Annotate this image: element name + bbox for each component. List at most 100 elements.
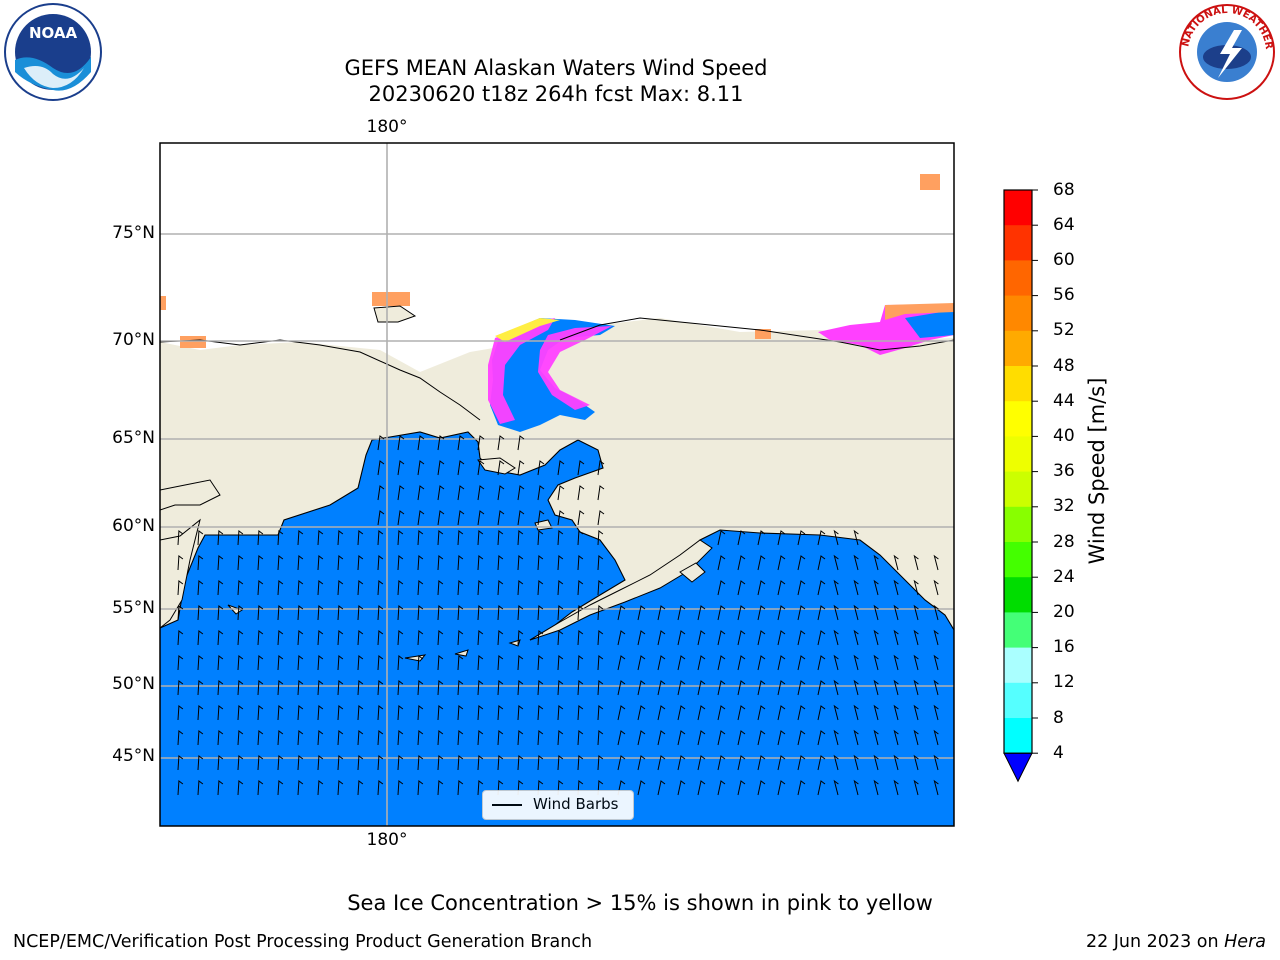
cb-tick-52: 52	[1053, 320, 1075, 340]
wind-barb	[337, 605, 344, 621]
wind-barb	[237, 530, 244, 546]
wind-barb	[657, 630, 666, 646]
wind-barb	[317, 680, 324, 696]
wind-barb	[817, 555, 826, 571]
wind-barb	[893, 704, 899, 721]
wind-barb	[337, 780, 344, 796]
wind-barb	[777, 580, 786, 596]
wind-barb	[277, 555, 284, 571]
wind-barb	[597, 605, 604, 621]
wind-barb	[853, 654, 859, 671]
wind-barb	[177, 580, 184, 596]
cb-tick-44: 44	[1053, 391, 1075, 411]
wind-barb	[217, 680, 224, 696]
wind-barb	[337, 755, 344, 771]
wind-barb	[717, 780, 726, 796]
wind-barb	[893, 604, 899, 621]
wind-barb	[417, 630, 424, 646]
wind-barb	[457, 580, 464, 596]
wind-barb	[817, 630, 826, 646]
wind-barb	[497, 555, 504, 571]
wind-barb	[933, 604, 939, 621]
wind-barb	[833, 779, 839, 796]
wind-barb	[873, 629, 879, 646]
wind-barb	[577, 555, 584, 571]
wind-barb	[177, 630, 184, 646]
wind-barb	[397, 730, 404, 746]
wind-barb	[757, 680, 766, 696]
wind-barb	[933, 679, 939, 696]
lat-label-50: 50°N	[112, 674, 155, 694]
wind-barb	[257, 680, 264, 696]
wind-barb	[537, 755, 544, 771]
wind-barb	[417, 580, 424, 596]
wind-barb	[397, 510, 405, 526]
wind-barb	[777, 555, 786, 571]
wind-barb	[317, 730, 324, 746]
wind-barb	[797, 555, 806, 571]
wind-barb	[757, 705, 766, 721]
wind-barb	[177, 755, 184, 771]
wind-barb	[437, 705, 444, 721]
wind-barb	[477, 510, 485, 526]
wind-barb	[297, 705, 304, 721]
colorbar-segment	[1004, 506, 1032, 543]
wind-barb	[777, 755, 786, 771]
footer-machine: Hera	[1224, 932, 1266, 952]
wind-barb	[697, 705, 706, 721]
cb-tick-12: 12	[1053, 672, 1075, 692]
wind-barb	[477, 655, 484, 671]
sea-ice-wrangel	[372, 292, 410, 306]
wind-barb	[933, 554, 939, 571]
wind-barb	[557, 630, 564, 646]
wind-barb	[497, 435, 505, 451]
wind-barb	[217, 655, 224, 671]
wind-barb	[397, 530, 404, 546]
wind-barb	[657, 680, 666, 696]
wind-barb	[397, 680, 404, 696]
wind-barb	[477, 555, 484, 571]
wind-barb	[853, 679, 859, 696]
wind-barb	[237, 705, 244, 721]
lat-label-60: 60°N	[112, 516, 155, 536]
wind-barb	[737, 780, 746, 796]
wind-barb	[517, 705, 524, 721]
wind-barb	[797, 755, 806, 771]
wind-barb	[697, 680, 706, 696]
wind-barb	[397, 485, 405, 501]
wind-barb	[297, 580, 304, 596]
wind-barb	[577, 705, 584, 721]
wind-barb	[517, 630, 524, 646]
wind-barb	[397, 580, 404, 596]
wind-barb	[537, 485, 545, 501]
wind-barb	[913, 679, 919, 696]
wind-barb	[377, 485, 385, 501]
wind-barb	[457, 680, 464, 696]
sea-ice-patch-2	[180, 336, 206, 348]
wind-barb	[933, 704, 939, 721]
wind-barb	[437, 605, 444, 621]
wind-barb	[577, 730, 584, 746]
wind-barb	[817, 655, 826, 671]
wind-barb	[833, 754, 839, 771]
lat-label-55: 55°N	[112, 598, 155, 618]
wind-barb	[717, 630, 726, 646]
wind-barb	[717, 755, 726, 771]
wind-barb	[913, 779, 919, 796]
wind-barb	[913, 629, 919, 646]
wind-barb	[757, 780, 766, 796]
wind-barb	[757, 580, 766, 596]
coastline-1	[160, 339, 481, 421]
wind-barb	[873, 729, 879, 746]
wind-barb	[377, 730, 384, 746]
wind-barb	[757, 605, 766, 621]
wind-barb	[757, 755, 766, 771]
wind-barb	[557, 730, 564, 746]
wind-barb	[797, 605, 806, 621]
colorbar-segment	[1004, 295, 1032, 332]
wind-barb	[853, 779, 859, 796]
wind-barb	[237, 630, 244, 646]
wind-barb	[893, 754, 899, 771]
wind-barb	[873, 654, 879, 671]
